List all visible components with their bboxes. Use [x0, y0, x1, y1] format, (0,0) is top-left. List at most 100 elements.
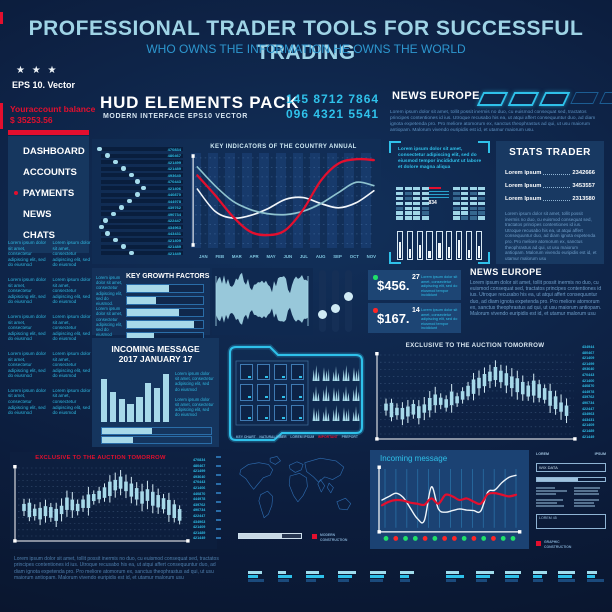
equalizer-cell	[452, 201, 460, 205]
slider[interactable]	[318, 270, 327, 332]
sidebar-item-label: DASHBOARD	[23, 146, 85, 157]
barcode-dash	[475, 579, 487, 582]
barcode-item	[338, 571, 356, 582]
incoming-notes: Lorem ipsum dolor sit amet, consectetur …	[175, 371, 214, 423]
form-legend: GRAPHIC CONSTRUCTION	[536, 540, 571, 549]
row-band	[101, 147, 183, 152]
app-tile[interactable]	[240, 404, 253, 421]
line-chart	[191, 153, 376, 248]
data-point-dot	[141, 185, 146, 191]
rating-stars: ★ ★ ★	[16, 65, 59, 76]
chart-title: EXCLUSIVE TO THE AUCTION TOMORROW	[35, 455, 166, 461]
axis-number: 440870	[582, 384, 595, 389]
barcode-dash	[306, 571, 319, 574]
slider-handle[interactable]	[331, 304, 340, 314]
equalizer-cell	[413, 201, 420, 205]
equalizer-cell	[461, 211, 468, 215]
form-dash	[574, 505, 596, 507]
auction-chart-bottom: EXCLUSIVE TO THE AUCTION TOMORROW 470834…	[10, 452, 217, 549]
app-tile[interactable]	[291, 364, 304, 381]
bar	[145, 383, 152, 422]
bracket-corner	[478, 252, 490, 264]
axis-number: 493640	[582, 367, 595, 372]
sidebar-paragraph: Lorem ipsum dolor sit amet, consectetur …	[8, 313, 47, 342]
app-tile[interactable]	[274, 364, 287, 381]
data-point-dot	[105, 231, 110, 236]
sidebar-item-accounts[interactable]: ACCOUNTS	[8, 162, 89, 183]
app-tile[interactable]	[257, 364, 270, 381]
tile-indicator	[247, 396, 251, 399]
form-box: LOREM 45	[536, 513, 606, 529]
edge-accent	[0, 12, 3, 24]
candlestick-chart	[12, 464, 191, 546]
sidebar-paragraph: Lorem ipsum dolor sit amet, consectetur …	[52, 276, 91, 305]
tick	[216, 528, 221, 530]
sidebar-menu: DASHBOARD ACCOUNTS PAYMENTS NEWS CHATS	[8, 136, 89, 253]
app-tile[interactable]	[257, 404, 270, 421]
app-tile[interactable]	[291, 404, 304, 421]
equalizer-cell	[396, 216, 403, 220]
candlestick-chart	[374, 351, 578, 444]
data-input[interactable]	[536, 463, 606, 472]
barcode-dash	[446, 575, 464, 578]
slider[interactable]	[331, 270, 340, 332]
app-tile[interactable]	[274, 384, 287, 401]
axis-number: 470443	[193, 480, 206, 485]
data-point-dot	[129, 172, 134, 178]
nav-segment[interactable]	[476, 92, 509, 106]
stats-text: Lorem ipsum dolor sit amet, tollit possi…	[505, 211, 597, 261]
sparkline	[322, 383, 330, 401]
month-label: FEB	[215, 254, 225, 259]
bar	[153, 388, 161, 422]
barcode-dash	[446, 579, 456, 582]
equalizer-column	[421, 187, 429, 227]
app-tile[interactable]	[240, 384, 253, 401]
row-value: 470443	[167, 179, 181, 185]
sparkline	[352, 363, 360, 381]
month-label: NOV	[366, 254, 376, 259]
sidebar-item-chats[interactable]: CHATS	[8, 225, 89, 246]
app-tile[interactable]	[257, 384, 270, 401]
note-paragraph: Lorem ipsum dolor sit amet, consectetur …	[175, 371, 214, 392]
axis-number: 422447	[193, 513, 206, 518]
barcode-item	[532, 571, 547, 582]
nav-segment[interactable]	[570, 92, 599, 104]
equalizer-cell	[478, 201, 485, 205]
month-label: JUN	[283, 254, 293, 259]
nav-segment[interactable]	[599, 92, 612, 104]
sidebar-item-news[interactable]: NEWS	[8, 204, 89, 225]
barcode-dash	[475, 575, 490, 578]
barcode-dash	[338, 579, 349, 582]
stat-value: 2313580	[572, 196, 595, 202]
level-meter	[475, 231, 482, 260]
equalizer-cell	[469, 206, 477, 210]
slider-handle[interactable]	[318, 310, 327, 320]
axis-number: 421449	[193, 536, 206, 541]
axis-number: 421409	[582, 423, 595, 428]
app-tile[interactable]	[291, 384, 304, 401]
tile-indicator	[298, 375, 302, 378]
slider-handle[interactable]	[344, 291, 353, 301]
progress-bar	[101, 436, 212, 444]
nav-segment[interactable]	[538, 92, 571, 106]
status-dot-green	[373, 275, 378, 280]
growth-note: Lorem ipsum dolor sit amet, consectetur …	[96, 275, 123, 338]
price-amount: $456.	[377, 278, 410, 293]
sidebar-item-dashboard[interactable]: DASHBOARD	[8, 141, 89, 162]
form-progress	[536, 477, 606, 482]
sidebar-paragraph: Lorem ipsum dolor sit amet, consectetur …	[8, 387, 47, 416]
slider[interactable]	[344, 270, 353, 332]
equalizer-cell	[421, 196, 429, 201]
data-row: 422447	[95, 218, 185, 225]
nav-segment[interactable]	[507, 92, 540, 106]
sidebar-item-payments[interactable]: PAYMENTS	[8, 183, 89, 204]
meter-fill	[457, 240, 461, 258]
app-tile[interactable]	[240, 364, 253, 381]
app-tile[interactable]	[274, 404, 287, 421]
axis-number: 493640	[193, 474, 206, 479]
tick	[216, 474, 221, 476]
incoming-line-panel: Incoming message	[370, 450, 529, 549]
x-axis-labels: JAN FEB MAR APR MAY JUN JUL AUG SEP OCT NOV	[199, 254, 376, 259]
meter-fill	[408, 248, 412, 258]
row-band	[101, 179, 183, 184]
